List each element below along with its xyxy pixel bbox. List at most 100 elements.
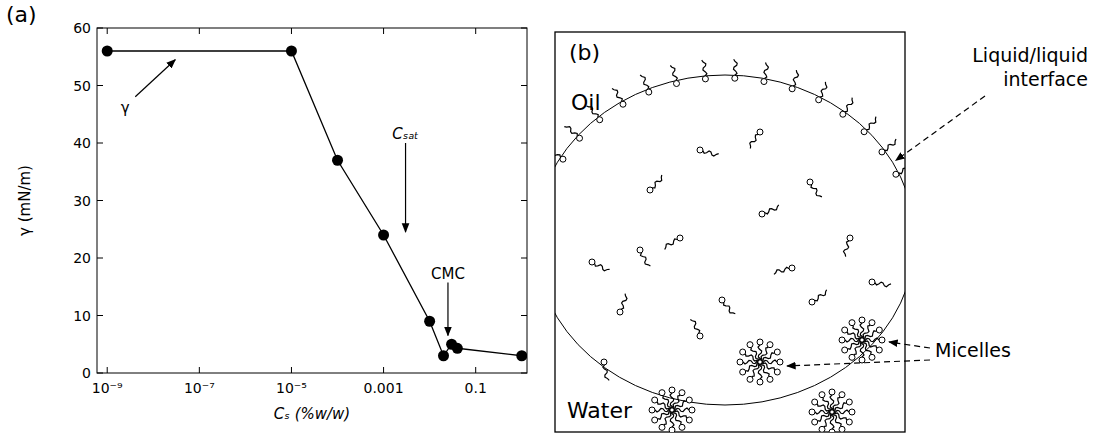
surfactant bbox=[761, 359, 783, 365]
surfactant-head bbox=[686, 417, 692, 423]
surfactant bbox=[649, 407, 671, 413]
surfactant-head bbox=[849, 320, 855, 326]
surfactant-head bbox=[893, 171, 899, 177]
surfactant bbox=[761, 63, 768, 85]
surfactant-head bbox=[679, 390, 685, 396]
micelles-arrow bbox=[889, 342, 930, 348]
x-tick bbox=[383, 367, 384, 373]
surfactant bbox=[863, 337, 885, 343]
surfactant bbox=[839, 337, 861, 343]
micelles-arrow bbox=[787, 360, 930, 366]
y-tick-label: 10 bbox=[73, 308, 91, 324]
surfactant bbox=[762, 349, 781, 363]
surfactant-tail bbox=[761, 347, 769, 362]
data-line bbox=[107, 51, 522, 356]
diagram-frame bbox=[555, 32, 905, 432]
surfactant-head bbox=[620, 101, 626, 107]
annotation-arrow bbox=[447, 283, 448, 336]
surfactant-head bbox=[839, 426, 845, 432]
surfactant bbox=[732, 59, 738, 81]
surfactant bbox=[564, 127, 582, 142]
micelle bbox=[839, 317, 885, 363]
x-tick-label: 0.1 bbox=[465, 380, 487, 396]
surfactant bbox=[589, 259, 610, 271]
surfactant bbox=[833, 409, 855, 415]
surfactant-tail bbox=[875, 282, 891, 287]
surfactant bbox=[647, 175, 662, 193]
surfactant bbox=[809, 290, 827, 305]
y-tick-label: 60 bbox=[73, 20, 91, 36]
annotation-label: γ bbox=[121, 99, 130, 117]
micelle bbox=[809, 389, 855, 432]
x-tick bbox=[475, 367, 476, 373]
surfactant-tail bbox=[774, 267, 789, 274]
surfactant-tail bbox=[724, 302, 736, 313]
surfactant-head bbox=[601, 359, 607, 365]
surfactant-head bbox=[759, 211, 765, 217]
surfactant-head bbox=[757, 129, 763, 135]
data-point bbox=[438, 350, 449, 361]
surfactant bbox=[829, 389, 835, 411]
surfactant-tail bbox=[702, 60, 707, 76]
surfactant-head bbox=[677, 235, 683, 241]
surfactant-head bbox=[839, 392, 845, 398]
surfactant-tail bbox=[820, 82, 827, 97]
surfactant-head bbox=[777, 359, 783, 365]
surfactant-tail bbox=[652, 175, 662, 188]
surfactant-head bbox=[849, 354, 855, 360]
y-tick bbox=[521, 143, 527, 144]
surfactant-tail bbox=[603, 365, 609, 380]
surfactant-head bbox=[859, 357, 865, 363]
surfactant-head bbox=[849, 409, 855, 415]
surfactant bbox=[601, 359, 609, 380]
surfactant bbox=[637, 247, 650, 266]
y-tick bbox=[97, 143, 103, 144]
surfactant-head bbox=[732, 75, 738, 81]
surfactant-head bbox=[740, 369, 746, 375]
surfactant-head bbox=[560, 156, 566, 162]
surfactant-head bbox=[861, 129, 867, 135]
surfactant-head bbox=[674, 81, 680, 87]
surfactant bbox=[757, 363, 763, 385]
annotation-label: CMC bbox=[431, 265, 465, 283]
surfactant bbox=[893, 164, 905, 177]
surfactant bbox=[789, 70, 798, 92]
surfactant-head bbox=[747, 342, 753, 348]
surfactant-head bbox=[812, 419, 818, 425]
data-point bbox=[452, 343, 463, 354]
surfactant-head bbox=[774, 349, 780, 355]
surfactant bbox=[859, 317, 865, 339]
micelle bbox=[649, 387, 695, 432]
surfactant-head bbox=[879, 337, 885, 343]
surfactant-head bbox=[789, 265, 795, 271]
surfactant-head bbox=[809, 409, 815, 415]
surfactant bbox=[640, 75, 652, 95]
surfactant bbox=[617, 294, 627, 315]
label-line: interface bbox=[1003, 68, 1088, 90]
plot-frame bbox=[97, 28, 527, 373]
surfactant-head bbox=[617, 309, 623, 315]
surfactant-head bbox=[847, 235, 853, 241]
surfactant-head bbox=[669, 427, 675, 432]
surfactant bbox=[869, 279, 891, 287]
y-axis-title: γ (mN/m) bbox=[16, 165, 34, 236]
surfactant bbox=[864, 327, 883, 341]
surfactant-head bbox=[819, 392, 825, 398]
surfactant-head bbox=[697, 333, 703, 339]
surfactant-head bbox=[646, 89, 652, 95]
surfactant-head bbox=[876, 327, 882, 333]
x-tick bbox=[291, 28, 292, 34]
x-tick bbox=[291, 367, 292, 373]
y-tick-label: 0 bbox=[82, 365, 91, 381]
y-tick bbox=[521, 373, 527, 374]
surfactant-head bbox=[679, 424, 685, 430]
y-tick bbox=[97, 85, 103, 86]
surfactant-tail bbox=[564, 127, 577, 137]
surfactant-tail bbox=[833, 397, 841, 412]
surfactant-head bbox=[767, 376, 773, 382]
interface-label: Liquid/liquidinterface bbox=[972, 44, 1088, 90]
surfactant-tail bbox=[793, 70, 798, 86]
surfactant-head bbox=[737, 359, 743, 365]
surfactant-head bbox=[816, 97, 822, 103]
surfactant-tail bbox=[595, 263, 610, 270]
